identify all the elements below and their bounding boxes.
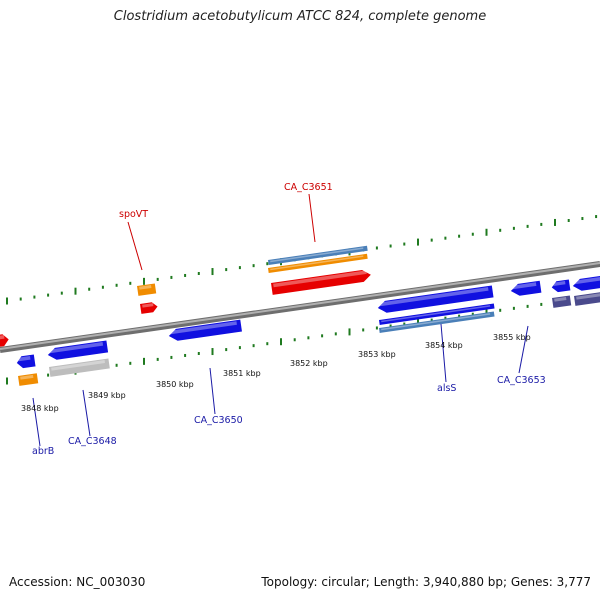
topology-text: Topology: circular; Length: 3,940,880 bp… bbox=[261, 575, 591, 589]
gray-bar-ca-c3648 bbox=[49, 358, 110, 377]
leader-line-0 bbox=[127, 221, 143, 271]
gene-label-1: CA_C3651 bbox=[284, 182, 333, 193]
scale-label-1: 3849 kbp bbox=[88, 391, 126, 400]
scale-label-0: 3848 kbp bbox=[21, 404, 59, 413]
blue-cds-ca-c3648 bbox=[47, 340, 109, 360]
red-cds-ca-c3651 bbox=[271, 269, 371, 295]
feature-track bbox=[0, 245, 600, 386]
gene-label-5: alsS bbox=[437, 383, 456, 394]
red-cds-spovt bbox=[140, 302, 158, 314]
leader-line-1 bbox=[308, 193, 316, 243]
blue-cds-alss bbox=[377, 285, 494, 313]
blue-cds-right-2 bbox=[572, 274, 600, 291]
blue-cds-ca-c3653 bbox=[510, 280, 542, 296]
gene-label-3: CA_C3648 bbox=[68, 436, 117, 447]
scale-label-3: 3851 kbp bbox=[223, 369, 261, 378]
gene-label-6: CA_C3653 bbox=[497, 375, 546, 386]
gene-label-2: abrB bbox=[32, 446, 54, 457]
slate-bar-right-1 bbox=[552, 295, 572, 308]
blue-cds-right-1 bbox=[551, 279, 571, 293]
leader-line-6 bbox=[518, 325, 529, 374]
steel-bar-ca-c3651 bbox=[268, 245, 368, 265]
leader-line-4 bbox=[209, 367, 216, 415]
leader-line-2 bbox=[32, 397, 41, 447]
leader-line-3 bbox=[82, 389, 91, 437]
gene-labels: spoVT CA_C3651 abrB CA_C3648 CA_C3650 alsS CA_… bbox=[32, 182, 546, 457]
scale-label-4: 3852 kbp bbox=[290, 359, 328, 368]
orange-gene-spovt-upper bbox=[137, 283, 157, 296]
scale-label-6: 3854 kbp bbox=[425, 341, 463, 350]
steel-bar-alss bbox=[379, 311, 495, 333]
blue-cds-abrb bbox=[16, 354, 36, 369]
blue-cds-ca-c3650 bbox=[168, 319, 242, 341]
scale-label-5: 3853 kbp bbox=[358, 350, 396, 359]
red-cds-left-edge bbox=[0, 334, 9, 348]
scale-label-2: 3850 kbp bbox=[156, 380, 194, 389]
orange-gene-abrb bbox=[18, 373, 39, 386]
orange-bar-ca-c3651 bbox=[268, 253, 368, 273]
gene-label-0: spoVT bbox=[119, 209, 148, 220]
gene-label-4: CA_C3650 bbox=[194, 415, 243, 426]
leader-line-5 bbox=[440, 323, 447, 383]
scale-labels: 3848 kbp 3849 kbp 3850 kbp 3851 kbp 3852 kbp… bbox=[21, 333, 531, 413]
blue-bar-alss bbox=[379, 303, 495, 325]
accession-text: Accession: NC_003030 bbox=[9, 575, 146, 589]
map-title: Clostridium acetobutylicum ATCC 824, com… bbox=[113, 9, 487, 24]
scale-label-7: 3855 kbp bbox=[493, 333, 531, 342]
label-leader-lines bbox=[32, 193, 529, 447]
slate-bar-right-2 bbox=[574, 290, 600, 306]
genome-backbone bbox=[0, 261, 600, 353]
